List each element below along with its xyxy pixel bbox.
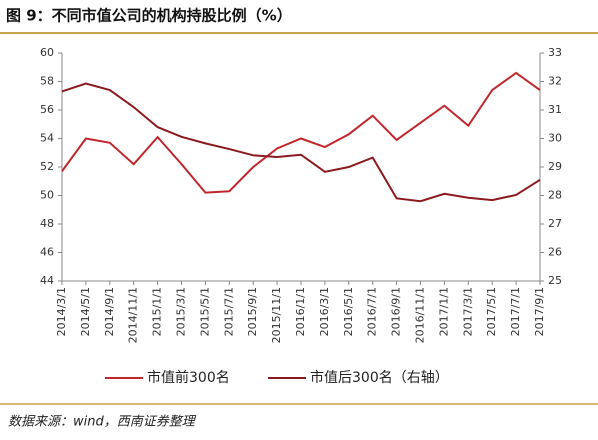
legend-label: 市值后300名（右轴） xyxy=(310,369,449,386)
x-tick-label: 2014/3/1 xyxy=(55,287,68,336)
series-line xyxy=(61,71,541,194)
y2-tick-label: 31 xyxy=(548,103,562,116)
x-tick-label: 2016/3/1 xyxy=(318,287,331,336)
x-tick-label: 2016/7/1 xyxy=(366,287,379,336)
source: 数据来源：wind，西南证券整理 xyxy=(8,415,197,430)
y2-tick-label: 26 xyxy=(548,246,562,259)
x-tick-label: 2015/7/1 xyxy=(222,287,235,336)
y2-tick-label: 32 xyxy=(548,75,562,88)
x-tick-label: 2014/9/1 xyxy=(103,287,116,336)
x-tick-label: 2017/7/1 xyxy=(509,287,522,336)
y-tick-label: 60 xyxy=(40,46,54,59)
chart-title: 图 9：不同市值公司的机构持股比例（%） xyxy=(6,7,292,25)
y2-tick-label: 28 xyxy=(548,189,562,202)
x-tick-label: 2014/5/1 xyxy=(79,287,92,336)
legend-label: 市值前300名 xyxy=(147,369,230,386)
y2-tick-label: 25 xyxy=(548,274,562,287)
x-tick-label: 2017/9/1 xyxy=(533,287,546,336)
y2-tick-label: 27 xyxy=(548,217,562,230)
y-tick-label: 46 xyxy=(40,246,54,259)
y-tick-label: 56 xyxy=(40,103,54,116)
y-tick-label: 48 xyxy=(40,217,54,230)
x-tick-label: 2015/11/1 xyxy=(270,287,283,343)
x-tick-label: 2014/11/1 xyxy=(127,287,140,343)
x-tick-label: 2017/3/1 xyxy=(461,287,474,336)
y2-tick-label: 29 xyxy=(548,160,562,173)
y-tick-label: 50 xyxy=(40,189,54,202)
x-tick-label: 2016/9/1 xyxy=(390,287,403,336)
series-line xyxy=(61,82,541,203)
y-tick-label: 58 xyxy=(40,75,54,88)
x-tick-label: 2017/1/1 xyxy=(437,287,450,336)
x-tick-label: 2015/1/1 xyxy=(151,287,164,336)
y-tick-label: 44 xyxy=(40,274,54,287)
y2-tick-label: 33 xyxy=(548,46,562,59)
y-tick-label: 52 xyxy=(40,160,54,173)
x-tick-label: 2016/11/1 xyxy=(414,287,427,343)
x-tick-label: 2017/5/1 xyxy=(485,287,498,336)
y2-tick-label: 30 xyxy=(548,132,562,145)
x-tick-label: 2015/3/1 xyxy=(175,287,188,336)
x-tick-label: 2016/5/1 xyxy=(342,287,355,336)
x-tick-label: 2016/1/1 xyxy=(294,287,307,336)
x-tick-label: 2015/5/1 xyxy=(198,287,211,336)
x-tick-label: 2015/9/1 xyxy=(246,287,259,336)
y-tick-label: 54 xyxy=(40,132,54,145)
